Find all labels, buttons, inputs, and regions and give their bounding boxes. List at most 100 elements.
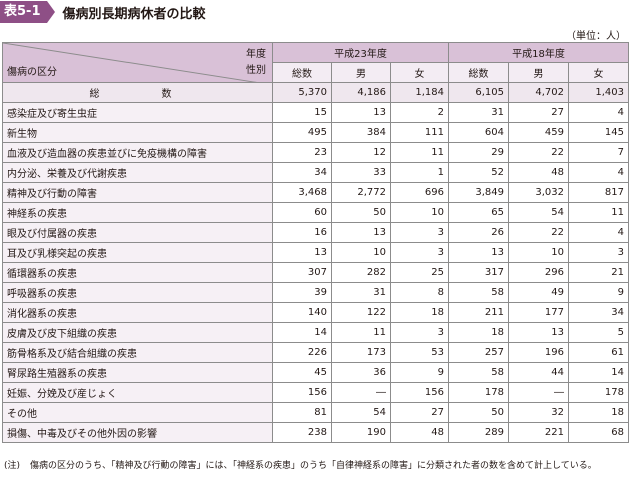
value-cell: 145 [568, 122, 629, 143]
header-year-label: 年度 [246, 49, 266, 60]
table-row: 循環器系の疾患 307 282 25 317 296 21 [2, 262, 629, 283]
value-cell: 68 [568, 422, 629, 443]
value-cell: 11 [568, 202, 629, 223]
value-cell: 58 [448, 282, 509, 303]
value-cell: 32 [508, 402, 569, 423]
category-cell: 総 数 [2, 82, 273, 103]
value-cell: 60 [272, 202, 332, 223]
value-cell: 50 [331, 202, 391, 223]
value-cell: 817 [568, 182, 629, 203]
value-cell: 36 [331, 362, 391, 383]
value-cell: 27 [508, 102, 569, 123]
header-subcol: 総数 [272, 62, 332, 83]
table-row: その他 81 54 27 50 32 18 [2, 402, 629, 423]
value-cell: 604 [448, 122, 509, 143]
value-cell: 31 [331, 282, 391, 303]
value-cell: 317 [448, 262, 509, 283]
table-row: 精神及び行動の障害 3,468 2,772 696 3,849 3,032 817 [2, 182, 629, 203]
value-cell: 1,403 [568, 82, 629, 103]
value-cell: 211 [448, 302, 509, 323]
value-cell: 178 [568, 382, 629, 403]
value-cell: 111 [390, 122, 449, 143]
value-cell: 307 [272, 262, 332, 283]
value-cell: 45 [272, 362, 332, 383]
value-cell: 9 [568, 282, 629, 303]
value-cell: 5,370 [272, 82, 332, 103]
value-cell: 10 [331, 242, 391, 263]
value-cell: 296 [508, 262, 569, 283]
table-row: 腎尿路生殖器系の疾患 45 36 9 58 44 14 [2, 362, 629, 383]
header-subcol: 男 [331, 62, 391, 83]
value-cell: ― [508, 382, 569, 403]
value-cell: 8 [390, 282, 449, 303]
value-cell: 122 [331, 302, 391, 323]
value-cell: 12 [331, 142, 391, 163]
header-corner-cell: 年度 性別 傷病の区分 [2, 42, 273, 83]
table-row: 血液及び造血器の疾患並びに免疫機構の障害 23 12 11 29 22 7 [2, 142, 629, 163]
value-cell: ― [331, 382, 391, 403]
footnote: (注) 傷病の区分のうち、「精神及び行動の障害」には、「神経系の疾患」のうち「自… [4, 460, 624, 472]
header-subcol: 男 [508, 62, 569, 83]
value-cell: 4,702 [508, 82, 569, 103]
table-row: 妊娠、分娩及び産じょく 156 ― 156 178 ― 178 [2, 382, 629, 403]
value-cell: 18 [448, 322, 509, 343]
value-cell: 282 [331, 262, 391, 283]
value-cell: 3,849 [448, 182, 509, 203]
value-cell: 173 [331, 342, 391, 363]
table-title: 表5-1 傷病別長期病休者の比較 [0, 0, 206, 24]
value-cell: 81 [272, 402, 332, 423]
value-cell: 2,772 [331, 182, 391, 203]
value-cell: 14 [568, 362, 629, 383]
header-category-label: 傷病の区分 [7, 67, 57, 78]
category-cell: 感染症及び寄生虫症 [2, 102, 273, 123]
value-cell: 13 [508, 322, 569, 343]
header-year-h23: 平成23年度 [272, 42, 449, 63]
value-cell: 257 [448, 342, 509, 363]
value-cell: 459 [508, 122, 569, 143]
value-cell: 3,032 [508, 182, 569, 203]
value-cell: 53 [390, 342, 449, 363]
value-cell: 22 [508, 222, 569, 243]
value-cell: 27 [390, 402, 449, 423]
value-cell: 29 [448, 142, 509, 163]
value-cell: 221 [508, 422, 569, 443]
table-row: 消化器系の疾患 140 122 18 211 177 34 [2, 302, 629, 323]
header-sex-label: 性別 [246, 65, 266, 76]
value-cell: 23 [272, 142, 332, 163]
value-cell: 11 [331, 322, 391, 343]
value-cell: 54 [331, 402, 391, 423]
value-cell: 13 [448, 242, 509, 263]
value-cell: 696 [390, 182, 449, 203]
value-cell: 44 [508, 362, 569, 383]
value-cell: 384 [331, 122, 391, 143]
value-cell: 48 [390, 422, 449, 443]
value-cell: 3 [390, 242, 449, 263]
value-cell: 196 [508, 342, 569, 363]
footnote-label: (注) [4, 461, 21, 471]
value-cell: 156 [272, 382, 332, 403]
value-cell: 178 [448, 382, 509, 403]
header-subcol: 総数 [448, 62, 509, 83]
category-cell: 循環器系の疾患 [2, 262, 273, 283]
table-body: 総 数 5,370 4,186 1,184 6,105 4,702 1,403 感染症及び寄生… [2, 82, 629, 443]
value-cell: 226 [272, 342, 332, 363]
value-cell: 495 [272, 122, 332, 143]
value-cell: 3 [568, 242, 629, 263]
value-cell: 4 [568, 102, 629, 123]
value-cell: 9 [390, 362, 449, 383]
table-row: 眼及び付属器の疾患 16 13 3 26 22 4 [2, 222, 629, 243]
value-cell: 7 [568, 142, 629, 163]
category-cell: 新生物 [2, 122, 273, 143]
value-cell: 10 [390, 202, 449, 223]
category-cell: 皮膚及び皮下組織の疾患 [2, 322, 273, 343]
value-cell: 14 [272, 322, 332, 343]
value-cell: 49 [508, 282, 569, 303]
table-row: 神経系の疾患 60 50 10 65 54 11 [2, 202, 629, 223]
footnote-text: 傷病の区分のうち、「精神及び行動の障害」には、「神経系の疾患」のうち「自律神経系… [30, 461, 597, 471]
diagonal-line [3, 43, 254, 82]
category-cell: 呼吸器系の疾患 [2, 282, 273, 303]
value-cell: 3 [390, 222, 449, 243]
table-row: 耳及び乳様突起の疾患 13 10 3 13 10 3 [2, 242, 629, 263]
value-cell: 13 [272, 242, 332, 263]
header-subcol: 女 [568, 62, 629, 83]
